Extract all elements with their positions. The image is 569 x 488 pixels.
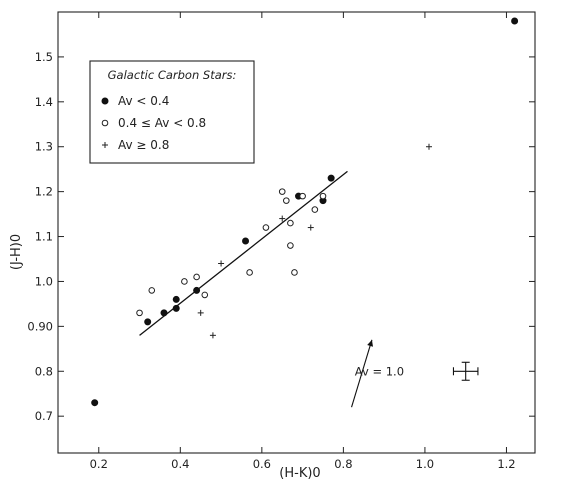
annotations: Av = 1.0 <box>351 339 479 408</box>
legend-title: Galactic Carbon Stars: <box>108 68 237 82</box>
data-points <box>91 17 519 407</box>
reddening-vector-arrowhead <box>367 339 374 347</box>
filled-circle-marker <box>193 286 201 294</box>
open-circle-marker <box>101 119 109 127</box>
open-circle-marker <box>291 269 298 276</box>
x-tick-label: 0.4 <box>171 457 189 471</box>
y-tick-label: 1.0 <box>35 274 53 288</box>
y-tick-label: 0.90 <box>27 319 53 333</box>
open-circle-marker <box>201 291 209 299</box>
fit-line <box>139 170 348 336</box>
filled-circle-marker <box>91 399 99 407</box>
open-circle-marker <box>319 192 327 200</box>
error-bar <box>452 361 479 381</box>
filled-circle-marker <box>327 174 335 182</box>
open-circle-marker <box>148 287 156 294</box>
open-circle-marker <box>246 269 253 276</box>
open-circle-marker <box>311 206 319 213</box>
open-circle-marker <box>136 309 143 317</box>
y-tick-label: 0.8 <box>35 364 53 378</box>
y-tick-label: 1.3 <box>35 140 53 154</box>
plus-marker <box>307 224 314 231</box>
y-tick-label: 1.1 <box>35 230 53 244</box>
plus-marker <box>197 309 204 316</box>
legend-entry-label: Av ≥ 0.8 <box>118 138 169 152</box>
open-circle-marker <box>262 224 270 231</box>
filled-circle-marker <box>511 17 519 25</box>
y-tick-label: 0.7 <box>35 409 53 423</box>
filled-circle-marker <box>160 309 168 317</box>
fit-line-layer <box>139 170 348 336</box>
x-tick-label: 1.0 <box>416 457 434 471</box>
open-circle-marker <box>278 188 286 195</box>
y-tick-label: 1.4 <box>35 95 53 109</box>
legend: Galactic Carbon Stars: Av < 0.4 0.4 ≤ Av … <box>89 60 255 164</box>
y-tick-label: 1.5 <box>35 50 53 64</box>
plus-marker <box>279 215 286 222</box>
plus-marker <box>426 143 432 150</box>
legend-box <box>89 60 255 164</box>
x-tick-label: 0.6 <box>253 457 271 471</box>
reddening-vector-label: Av = 1.0 <box>355 364 404 378</box>
legend-entries: Av < 0.4 0.4 ≤ Av < 0.8 Av ≥ 0.8 <box>101 94 206 152</box>
legend-entry-label: 0.4 ≤ Av < 0.8 <box>118 116 206 130</box>
filled-circle-marker <box>172 295 180 303</box>
filled-circle-marker <box>101 97 109 105</box>
y-axis-ticks: 0.7 0.8 0.90 1.0 1.1 1.2 1.3 1.4 1.5 <box>27 50 535 423</box>
x-tick-label: 1.2 <box>497 457 515 471</box>
open-circle-marker <box>299 192 306 200</box>
x-tick-label: 0.8 <box>334 457 352 471</box>
open-circle-marker <box>181 278 188 285</box>
plus-marker <box>102 142 108 148</box>
legend-entry-label: Av < 0.4 <box>118 94 169 108</box>
open-circle-marker <box>287 242 294 249</box>
y-tick-label: 1.2 <box>35 185 53 199</box>
open-circle-marker <box>193 273 200 281</box>
open-circle-marker <box>283 197 290 204</box>
filled-circle-marker <box>144 318 152 326</box>
filled-circle-marker <box>242 237 250 245</box>
x-tick-label: 0.2 <box>90 457 108 471</box>
y-axis-label: (J-H)0 <box>9 234 24 270</box>
open-circle-marker <box>287 219 294 227</box>
x-axis-label: (H-K)0 <box>279 466 320 481</box>
reddening-vector-shaft <box>351 339 373 408</box>
filled-circle-marker <box>172 304 180 312</box>
plus-marker <box>209 332 216 339</box>
plot-frame <box>57 11 536 454</box>
x-axis-ticks: 0.2 0.4 0.6 0.8 1.0 1.2 <box>90 12 516 471</box>
plus-marker <box>218 260 225 267</box>
